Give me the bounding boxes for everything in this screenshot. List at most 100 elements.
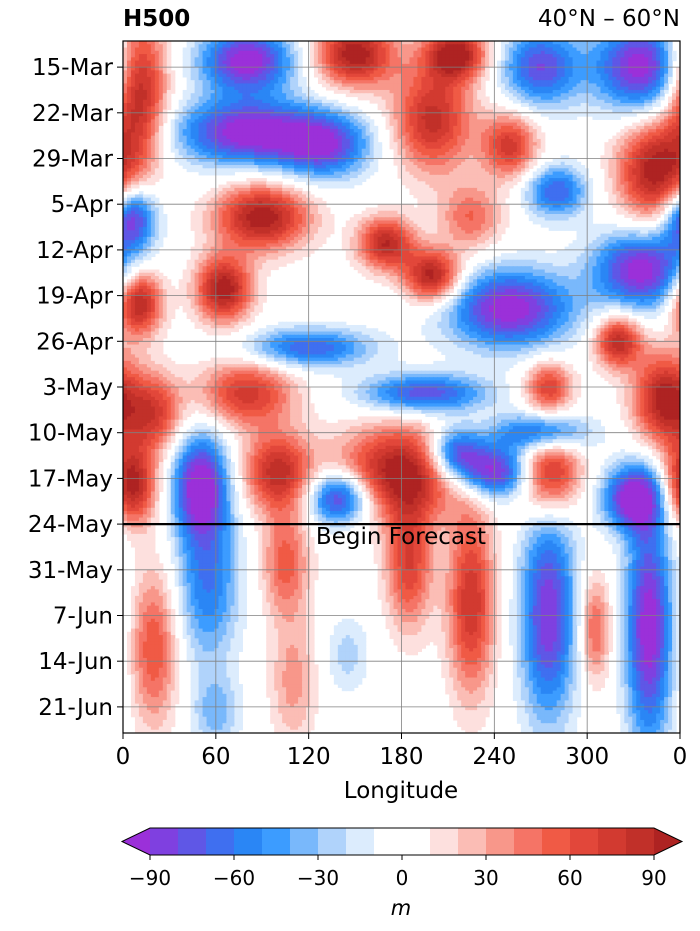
field-cell <box>211 172 216 176</box>
field-cell <box>497 83 502 87</box>
field-cell <box>485 77 490 81</box>
field-cell <box>624 113 629 117</box>
field-cell <box>378 106 383 110</box>
field-cell <box>171 149 176 153</box>
field-cell <box>199 172 204 176</box>
field-cell <box>175 159 180 163</box>
field-cell <box>668 80 673 84</box>
field-cell <box>187 168 192 172</box>
field-cell <box>565 116 570 120</box>
field-cell <box>525 168 530 172</box>
field-cell <box>553 116 558 120</box>
field-cell <box>278 172 283 176</box>
field-cell <box>513 100 518 104</box>
field-cell <box>171 90 176 94</box>
field-cell <box>254 168 259 172</box>
field-cell <box>612 116 617 120</box>
field-cell <box>274 172 279 176</box>
field-cell <box>529 165 534 169</box>
field-cell <box>616 116 621 120</box>
field-cell <box>374 168 379 172</box>
field-cell <box>664 90 669 94</box>
field-cell <box>374 100 379 104</box>
field-cell <box>350 93 355 97</box>
field-cell <box>230 172 235 176</box>
field-cell <box>382 113 387 117</box>
field-cell <box>218 172 223 176</box>
field-cell <box>608 116 613 120</box>
field-cell <box>338 90 343 94</box>
field-cell <box>354 93 359 97</box>
field-cell <box>620 113 625 117</box>
field-cell <box>242 168 247 172</box>
field-cell <box>203 172 208 176</box>
field-cell <box>207 172 212 176</box>
field-cell <box>262 172 267 176</box>
field-cell <box>577 113 582 117</box>
field-cell <box>346 93 351 97</box>
field-cell <box>628 113 633 117</box>
field-cell <box>592 116 597 120</box>
field-cell <box>183 74 188 78</box>
field-cell <box>191 168 196 172</box>
field-cell <box>521 103 526 107</box>
field-cell <box>226 172 231 176</box>
field-cell <box>588 113 593 117</box>
field-cell <box>581 113 586 117</box>
field-cell <box>660 96 665 100</box>
field-cell <box>167 106 172 110</box>
field-cell <box>509 96 514 100</box>
field-cell <box>322 83 327 87</box>
field-cell <box>183 165 188 169</box>
field-cell <box>549 116 554 120</box>
field-cell <box>246 168 251 172</box>
field-cell <box>569 116 574 120</box>
field-cell <box>215 172 220 176</box>
field-cell <box>318 80 323 84</box>
field-cell <box>386 126 391 130</box>
field-cell <box>370 100 375 104</box>
field-cell <box>672 57 677 61</box>
field-cell <box>656 103 661 107</box>
field-cell <box>501 90 506 94</box>
field-cell <box>195 168 200 172</box>
field-cell <box>266 172 271 176</box>
field-cell <box>652 103 657 107</box>
field-cell <box>394 162 399 166</box>
field-cell <box>358 96 363 100</box>
field-cell <box>330 87 335 91</box>
field-cell <box>600 116 605 120</box>
field-cell <box>238 168 243 172</box>
field-cell <box>505 93 510 97</box>
field-cell <box>596 116 601 120</box>
field-cell <box>604 116 609 120</box>
field-cell <box>533 162 538 166</box>
field-cell <box>561 116 566 120</box>
field-cell <box>234 168 239 172</box>
field-cell <box>334 90 339 94</box>
field-cell <box>222 172 227 176</box>
field-cell <box>366 96 371 100</box>
field-cell <box>541 113 546 117</box>
field-cell <box>179 162 184 166</box>
field-cell <box>557 116 562 120</box>
field-cell <box>600 165 605 169</box>
field-cell <box>390 145 395 149</box>
field-cell <box>648 106 653 110</box>
field-cell <box>326 87 331 91</box>
field-cell <box>525 103 530 107</box>
field-cell <box>632 113 637 117</box>
field-cell <box>517 100 522 104</box>
field-cell <box>342 90 347 94</box>
field-cell <box>362 96 367 100</box>
field-cell <box>529 106 534 110</box>
field-cell <box>573 116 578 120</box>
field-cell <box>314 74 319 78</box>
field-cell <box>545 113 550 117</box>
field-cell <box>270 172 275 176</box>
field-cell <box>258 168 263 172</box>
field-cell <box>250 168 255 172</box>
field-cell <box>541 149 546 153</box>
field-cell <box>163 119 168 123</box>
